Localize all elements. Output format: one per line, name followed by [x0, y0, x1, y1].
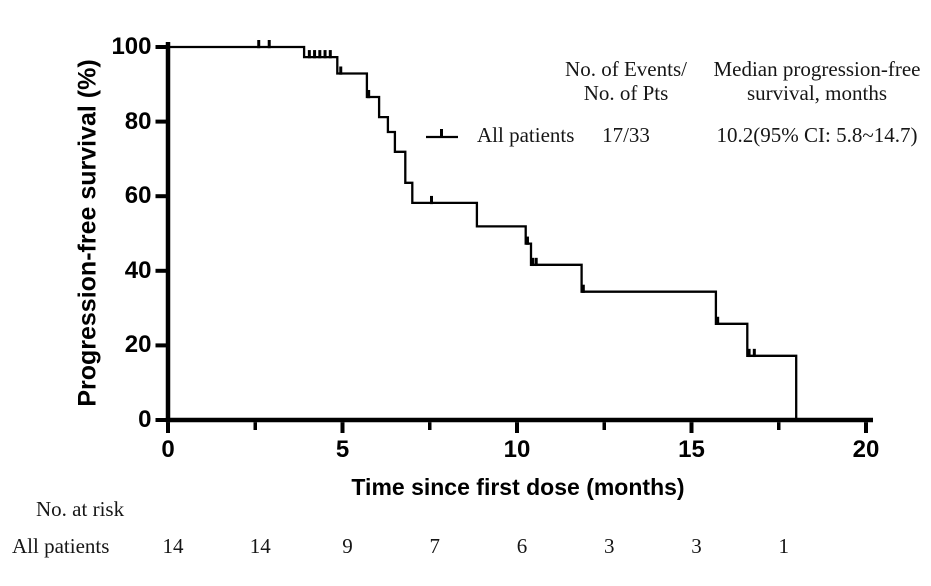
y-tick-label-40: 40: [124, 256, 152, 284]
y-tick-label-80: 80: [124, 107, 152, 135]
risk-value-month-15: 3: [691, 534, 702, 558]
x-tick-label-0: 0: [161, 436, 175, 463]
y-tick-label-20: 20: [124, 331, 152, 359]
x-tick-label-20: 20: [852, 436, 880, 463]
y-axis-title: Progression-free survival (%): [73, 59, 102, 407]
y-tick-label-60: 60: [124, 182, 152, 210]
risk-value-month-5: 9: [342, 534, 353, 558]
legend-median-header-line2: survival, months: [747, 81, 887, 105]
risk-value-month-10: 6: [516, 534, 528, 558]
risk-value-month-12.5: 3: [604, 534, 615, 558]
risk-value-month-0: 14: [162, 534, 184, 558]
x-tick-label-15: 15: [678, 436, 705, 463]
legend-median-value: 10.2(95% CI: 5.8~14.7): [716, 123, 918, 147]
legend-events-value: 17/33: [602, 123, 650, 147]
risk-table-row-label: All patients: [12, 534, 110, 558]
risk-value-month-17.5: 1: [778, 534, 790, 558]
x-tick-label-5: 5: [335, 436, 350, 463]
legend-events-header-line2: No. of Pts: [583, 81, 669, 105]
km-step-curve: [168, 45, 798, 420]
y-tick-label-0: 0: [138, 406, 152, 433]
risk-table-title: No. at risk: [36, 497, 125, 521]
x-tick-label-10: 10: [503, 436, 531, 463]
legend-events-header-line1: No. of Events/: [565, 57, 687, 81]
y-tick-label-100: 100: [111, 33, 152, 60]
legend-series-label: All patients: [477, 123, 575, 147]
x-axis-title: Time since first dose (months): [351, 474, 685, 500]
risk-value-month-2.5: 14: [249, 534, 271, 558]
legend-median-header: Median progression-free survival, months: [667, 57, 931, 105]
legend-events-header: No. of Events/ No. of Pts: [526, 57, 726, 105]
legend-median-header-line1: Median progression-free: [713, 57, 921, 81]
risk-value-month-7.5: 7: [429, 534, 441, 558]
